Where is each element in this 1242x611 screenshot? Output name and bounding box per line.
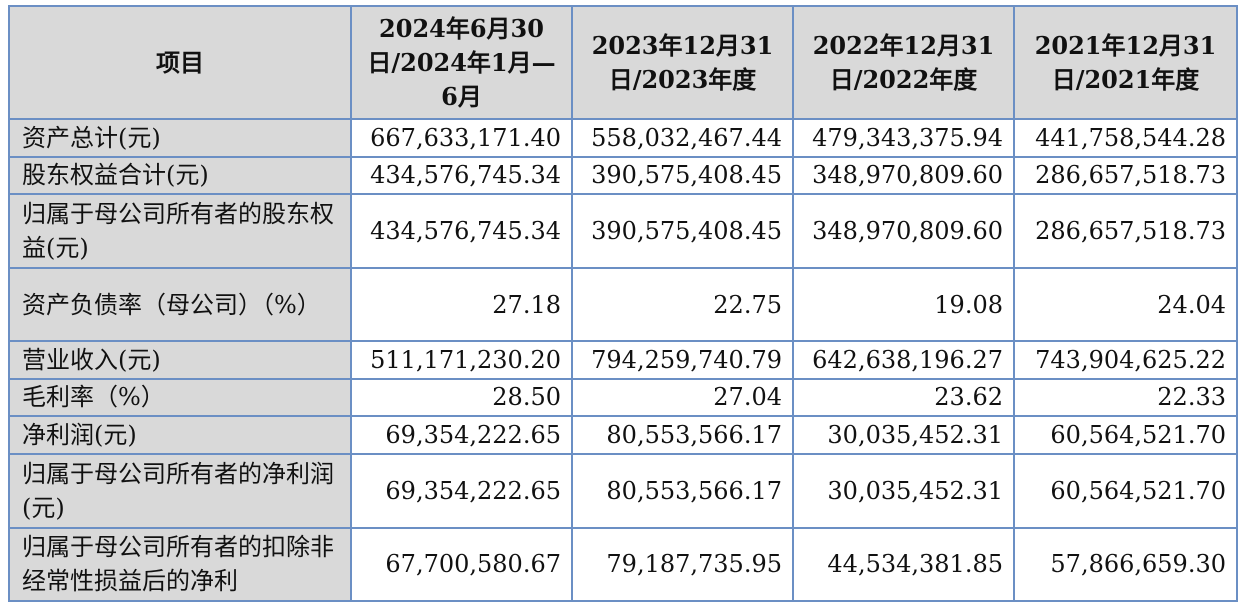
cell-value: 44,534,381.85 [792, 526, 1015, 603]
cell-value: 57,866,659.30 [1013, 526, 1238, 603]
row-label: 营业收入(元) [8, 340, 352, 380]
header-2024-h1: 2024年6月30日/2024年1月—6月 [350, 5, 573, 120]
cell-value: 67,700,580.67 [350, 526, 573, 603]
cell-value: 79,187,735.95 [571, 526, 794, 603]
cell-value: 511,171,230.20 [350, 340, 573, 380]
cell-value: 80,553,566.17 [571, 415, 794, 455]
table-row: 资产负债率（母公司）（%） 27.18 22.75 19.08 24.04 [8, 267, 1238, 343]
cell-value: 24.04 [1013, 267, 1238, 343]
cell-value: 667,633,171.40 [350, 118, 573, 158]
cell-value: 23.62 [792, 377, 1015, 418]
header-2022: 2022年12月31日/2022年度 [792, 5, 1015, 120]
cell-value: 441,758,544.28 [1013, 118, 1238, 158]
cell-value: 558,032,467.44 [571, 118, 794, 158]
cell-value: 19.08 [792, 267, 1015, 343]
cell-value: 30,035,452.31 [792, 452, 1015, 529]
header-2021: 2021年12月31日/2021年度 [1013, 5, 1238, 120]
cell-value: 28.50 [350, 377, 573, 418]
cell-value: 30,035,452.31 [792, 415, 1015, 455]
cell-value: 60,564,521.70 [1013, 452, 1238, 529]
row-label: 资产总计(元) [8, 118, 352, 158]
cell-value: 348,970,809.60 [792, 155, 1015, 196]
cell-value: 434,576,745.34 [350, 155, 573, 196]
header-row: 项目 2024年6月30日/2024年1月—6月 2023年12月31日/202… [8, 5, 1238, 120]
table-row: 营业收入(元) 511,171,230.20 794,259,740.79 64… [8, 340, 1238, 380]
financial-data-table: 项目 2024年6月30日/2024年1月—6月 2023年12月31日/202… [8, 5, 1238, 603]
table-row: 归属于母公司所有者的净利润(元) 69,354,222.65 80,553,56… [8, 452, 1238, 529]
cell-value: 479,343,375.94 [792, 118, 1015, 158]
cell-value: 80,553,566.17 [571, 452, 794, 529]
cell-value: 27.18 [350, 267, 573, 343]
cell-value: 286,657,518.73 [1013, 193, 1238, 270]
cell-value: 794,259,740.79 [571, 340, 794, 380]
table-row: 归属于母公司所有者的股东权益(元) 434,576,745.34 390,575… [8, 193, 1238, 270]
cell-value: 390,575,408.45 [571, 193, 794, 270]
cell-value: 286,657,518.73 [1013, 155, 1238, 196]
cell-value: 60,564,521.70 [1013, 415, 1238, 455]
cell-value: 69,354,222.65 [350, 452, 573, 529]
table-row: 归属于母公司所有者的扣除非经常性损益后的净利 67,700,580.67 79,… [8, 526, 1238, 603]
cell-value: 390,575,408.45 [571, 155, 794, 196]
table-row: 净利润(元) 69,354,222.65 80,553,566.17 30,03… [8, 415, 1238, 455]
cell-value: 434,576,745.34 [350, 193, 573, 270]
cell-value: 22.75 [571, 267, 794, 343]
cell-value: 743,904,625.22 [1013, 340, 1238, 380]
row-label: 毛利率（%） [8, 377, 352, 418]
cell-value: 27.04 [571, 377, 794, 418]
row-label: 净利润(元) [8, 415, 352, 455]
row-label: 归属于母公司所有者的扣除非经常性损益后的净利 [8, 526, 352, 603]
row-label: 归属于母公司所有者的净利润(元) [8, 452, 352, 529]
cell-value: 22.33 [1013, 377, 1238, 418]
header-2023: 2023年12月31日/2023年度 [571, 5, 794, 120]
cell-value: 348,970,809.60 [792, 193, 1015, 270]
cell-value: 69,354,222.65 [350, 415, 573, 455]
header-item: 项目 [8, 5, 352, 120]
table-row: 毛利率（%） 28.50 27.04 23.62 22.33 [8, 377, 1238, 418]
row-label: 归属于母公司所有者的股东权益(元) [8, 193, 352, 270]
row-label: 股东权益合计(元) [8, 155, 352, 196]
row-label: 资产负债率（母公司）（%） [8, 267, 352, 343]
table-row: 资产总计(元) 667,633,171.40 558,032,467.44 47… [8, 118, 1238, 158]
table-row: 股东权益合计(元) 434,576,745.34 390,575,408.45 … [8, 155, 1238, 196]
cell-value: 642,638,196.27 [792, 340, 1015, 380]
